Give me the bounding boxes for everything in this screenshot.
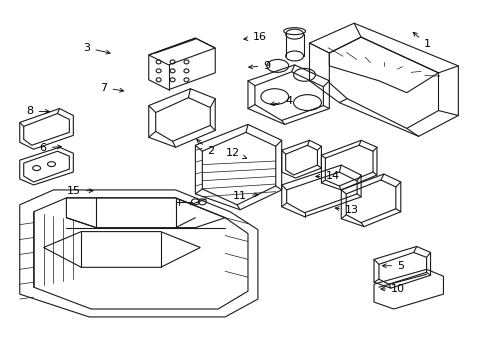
Text: 6: 6 (40, 143, 61, 153)
Text: 14: 14 (316, 171, 340, 181)
Text: 9: 9 (249, 61, 270, 71)
Text: 5: 5 (382, 261, 404, 271)
Text: 4: 4 (270, 96, 293, 107)
Text: 13: 13 (335, 205, 359, 215)
Text: 7: 7 (100, 83, 123, 93)
Text: 3: 3 (83, 43, 110, 54)
Text: 12: 12 (226, 148, 246, 159)
Text: 8: 8 (26, 107, 49, 116)
Text: 10: 10 (381, 284, 405, 294)
Text: 15: 15 (67, 186, 93, 196)
Text: 16: 16 (244, 32, 267, 42)
Text: 11: 11 (233, 191, 258, 201)
Text: 2: 2 (197, 140, 215, 157)
Text: 1: 1 (413, 32, 431, 49)
